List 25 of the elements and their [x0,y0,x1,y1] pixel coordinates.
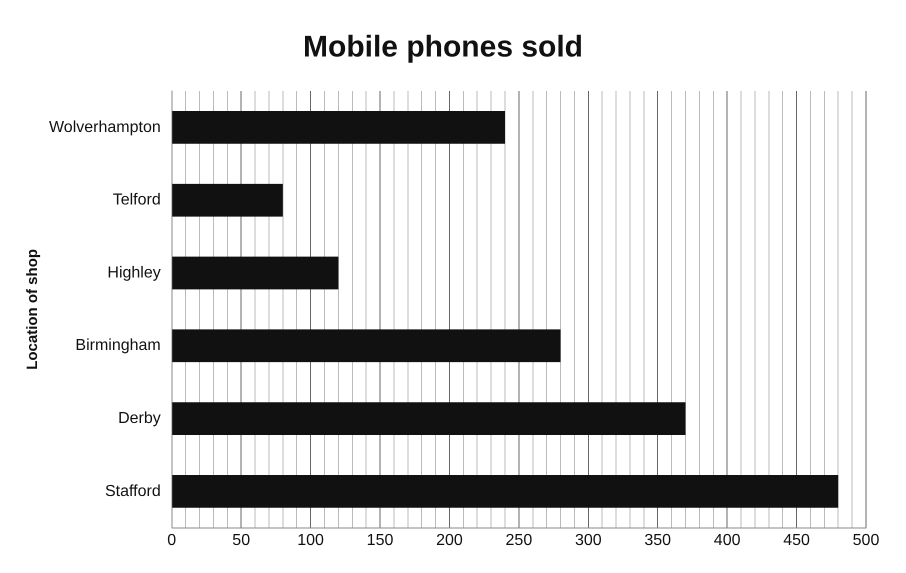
bar [172,402,686,435]
y-tick-label: Stafford [105,482,161,500]
bar [172,475,838,508]
x-tick-label: 500 [852,532,880,549]
x-tick-label: 50 [232,532,250,549]
x-tick-label: 450 [783,532,810,549]
bar [172,111,505,144]
x-tick-label: 350 [644,532,672,549]
x-tick-label: 400 [714,532,741,549]
y-tick-label: Birmingham [75,337,161,354]
y-tick-label: Wolverhampton [48,118,161,136]
bar [172,329,561,362]
y-tick-label: Telford [112,192,161,209]
x-tick-label: 300 [574,532,602,549]
y-axis-title: Location of shop [24,248,42,370]
x-tick-label: 250 [506,532,532,549]
x-tick-label: 0 [167,532,176,549]
bar [172,256,338,290]
y-tick-label: Derby [118,410,161,428]
x-tick-label: 150 [366,532,394,549]
y-tick-label: Highley [107,264,161,282]
x-tick-label: 100 [297,532,324,549]
chart-title: Mobile phones sold [302,30,584,64]
bar [172,184,283,217]
x-tick-label: 200 [436,532,463,549]
